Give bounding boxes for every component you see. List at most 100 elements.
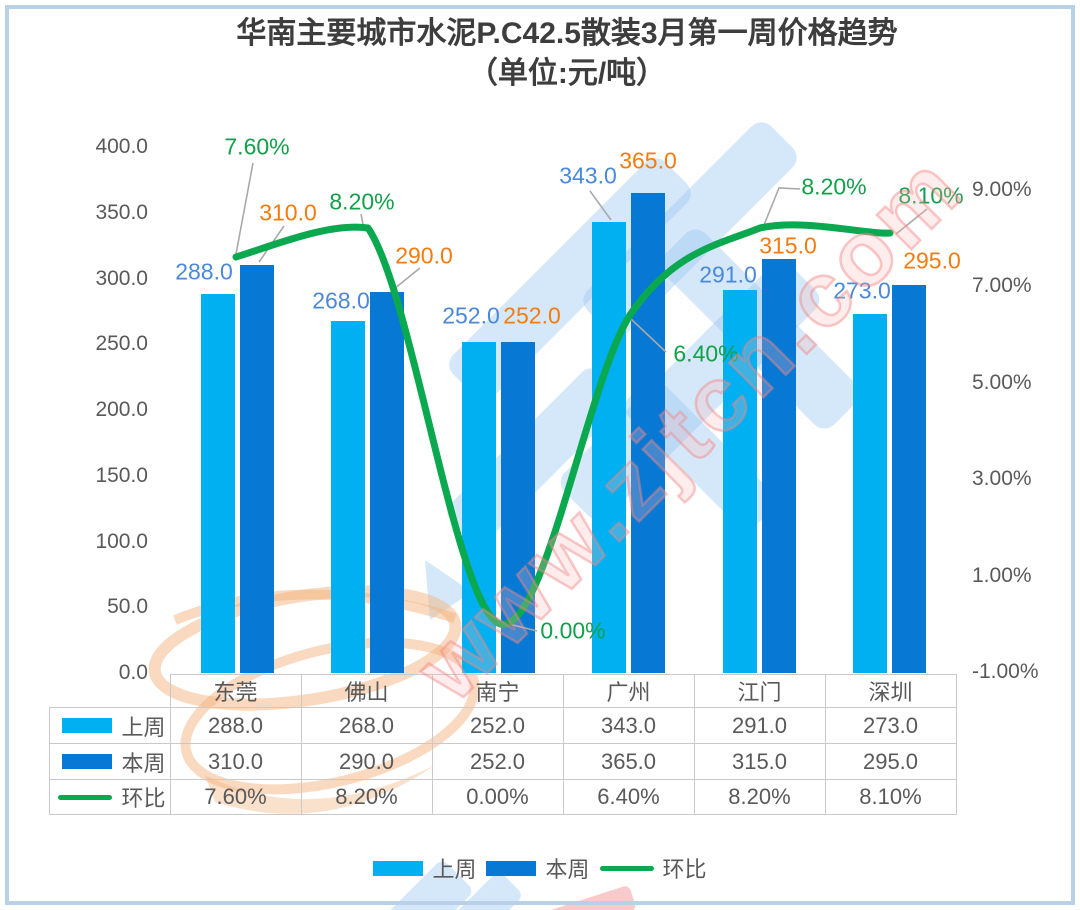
legend-item-label: 上周 xyxy=(432,857,477,882)
table-cell-环比-深圳: 8.10% xyxy=(824,779,957,815)
table-row-header-环比: 环比 xyxy=(49,779,171,815)
label-this-week-南宁: 252.0 xyxy=(503,302,561,329)
table-cell-上周-南宁: 252.0 xyxy=(431,707,564,744)
label-this-week-江门: 315.0 xyxy=(759,232,817,259)
label-pct-南宁: 0.00% xyxy=(540,617,606,644)
bar-本周-东莞 xyxy=(239,265,274,673)
legend-swatch-this-week xyxy=(486,860,537,876)
table-col-header-佛山: 佛山 xyxy=(300,674,433,708)
table-row-header-inner: 环比 xyxy=(50,781,166,813)
bar-本周-江门 xyxy=(761,258,796,673)
table-cell-本周-东莞: 310.0 xyxy=(169,743,302,780)
right-axis-tick: -1.00% xyxy=(972,660,1039,683)
chart-title: 华南主要城市水泥P.C42.5散装3月第一周价格趋势 （单位:元/吨） xyxy=(54,14,1080,93)
table-col-header-东莞: 东莞 xyxy=(169,674,302,708)
legend-swatch-pct-line xyxy=(58,794,113,800)
table-cell-本周-南宁: 252.0 xyxy=(431,743,564,780)
table-row-header-inner: 上周 xyxy=(50,710,166,742)
label-last-week-佛山: 268.0 xyxy=(312,287,370,314)
label-this-week-东莞: 310.0 xyxy=(259,199,317,226)
label-last-week-江门: 291.0 xyxy=(699,261,757,288)
bar-本周-南宁 xyxy=(500,341,535,673)
bar-上周-佛山 xyxy=(331,320,365,673)
left-axis-tick: 400.0 xyxy=(95,135,148,158)
table-corner-cell xyxy=(50,675,171,708)
table-cell-上周-东莞: 288.0 xyxy=(169,707,302,744)
table-col-header-深圳: 深圳 xyxy=(824,674,957,708)
table-row-header-本周: 本周 xyxy=(49,743,171,780)
label-last-week-深圳: 273.0 xyxy=(833,277,891,304)
legend-item-环比: 环比 xyxy=(599,852,707,884)
label-last-week-广州: 343.0 xyxy=(559,162,617,189)
bar-本周-广州 xyxy=(631,193,665,673)
bar-上周-东莞 xyxy=(200,294,235,673)
label-this-week-深圳: 295.0 xyxy=(903,247,961,274)
table-cell-上周-江门: 291.0 xyxy=(693,707,826,744)
label-pct-佛山: 8.20% xyxy=(329,188,395,215)
chart-title-line2: （单位:元/吨） xyxy=(467,56,667,90)
label-pct-江门: 8.20% xyxy=(801,173,867,200)
table-row-header-label: 上周 xyxy=(121,714,166,740)
table-row-header-inner: 本周 xyxy=(50,746,166,778)
legend-swatch-this-week xyxy=(62,754,113,769)
table-row-header-上周: 上周 xyxy=(49,707,171,744)
chart-legend: 上周 本周 环比 xyxy=(0,852,1080,884)
table-col-header-广州: 广州 xyxy=(562,674,695,708)
left-axis-tick: 200.0 xyxy=(95,398,148,421)
bar-上周-深圳 xyxy=(853,314,887,673)
label-last-week-南宁: 252.0 xyxy=(442,302,500,329)
right-axis-tick: 3.00% xyxy=(972,467,1032,490)
left-axis-tick: 100.0 xyxy=(95,529,148,553)
right-axis-tick: 5.00% xyxy=(972,370,1032,394)
table-cell-本周-深圳: 295.0 xyxy=(824,743,957,780)
table-cell-本周-江门: 315.0 xyxy=(693,743,826,780)
chart-title-line1: 华南主要城市水泥P.C42.5散装3月第一周价格趋势 xyxy=(236,17,898,50)
table-row-header-label: 本周 xyxy=(121,750,166,776)
bar-本周-深圳 xyxy=(892,285,926,673)
left-axis-tick: 50.0 xyxy=(107,595,148,619)
table-cell-环比-江门: 8.20% xyxy=(693,779,826,815)
leader-line xyxy=(589,190,612,221)
bar-上周-广州 xyxy=(592,221,626,673)
data-table: 东莞 佛山 南宁 广州 江门 深圳 上周 288.0 268.0 252.0 343.0 291.0 2… xyxy=(49,674,957,815)
label-pct-广州: 6.40% xyxy=(673,340,739,367)
legend-swatch-last-week xyxy=(62,718,113,733)
right-axis-tick: 9.00% xyxy=(972,177,1032,201)
leader-line xyxy=(761,187,801,231)
legend-swatch-pct-line xyxy=(599,865,654,871)
table-cell-环比-广州: 6.40% xyxy=(562,779,695,815)
leader-line xyxy=(895,208,928,235)
right-axis-tick: 7.00% xyxy=(972,274,1032,297)
table-cell-本周-广州: 365.0 xyxy=(562,743,695,780)
table-col-header-江门: 江门 xyxy=(693,674,826,708)
table-row-header-label: 环比 xyxy=(121,786,166,811)
legend-item-本周: 本周 xyxy=(486,852,590,884)
right-axis-tick: 1.00% xyxy=(972,563,1032,587)
left-axis-tick: 150.0 xyxy=(95,463,148,487)
label-pct-东莞: 7.60% xyxy=(224,133,290,160)
legend-item-上周: 上周 xyxy=(373,852,476,884)
table-cell-本周-佛山: 290.0 xyxy=(300,743,433,780)
table-col-header-南宁: 南宁 xyxy=(431,674,564,708)
label-last-week-东莞: 288.0 xyxy=(175,258,233,285)
table-cell-环比-南宁: 0.00% xyxy=(431,779,564,815)
left-axis-tick: 350.0 xyxy=(95,200,148,224)
left-axis-tick: 0.0 xyxy=(118,661,148,684)
legend-swatch-last-week xyxy=(373,860,424,876)
left-axis-tick: 250.0 xyxy=(95,332,148,356)
label-pct-深圳: 8.10% xyxy=(898,182,964,209)
leader-line xyxy=(360,213,365,230)
label-this-week-广州: 365.0 xyxy=(619,147,677,174)
bar-本周-佛山 xyxy=(370,291,404,673)
table-cell-上周-佛山: 268.0 xyxy=(300,707,433,744)
legend-item-label: 本周 xyxy=(545,857,590,882)
table-cell-上周-广州: 343.0 xyxy=(562,707,695,744)
leader-line xyxy=(258,225,285,263)
table-cell-环比-东莞: 7.60% xyxy=(169,779,302,815)
left-axis-tick: 300.0 xyxy=(95,266,148,290)
legend-item-label: 环比 xyxy=(662,857,707,882)
leader-line xyxy=(393,267,421,290)
table-cell-上周-深圳: 273.0 xyxy=(824,707,957,744)
label-this-week-佛山: 290.0 xyxy=(395,242,453,269)
